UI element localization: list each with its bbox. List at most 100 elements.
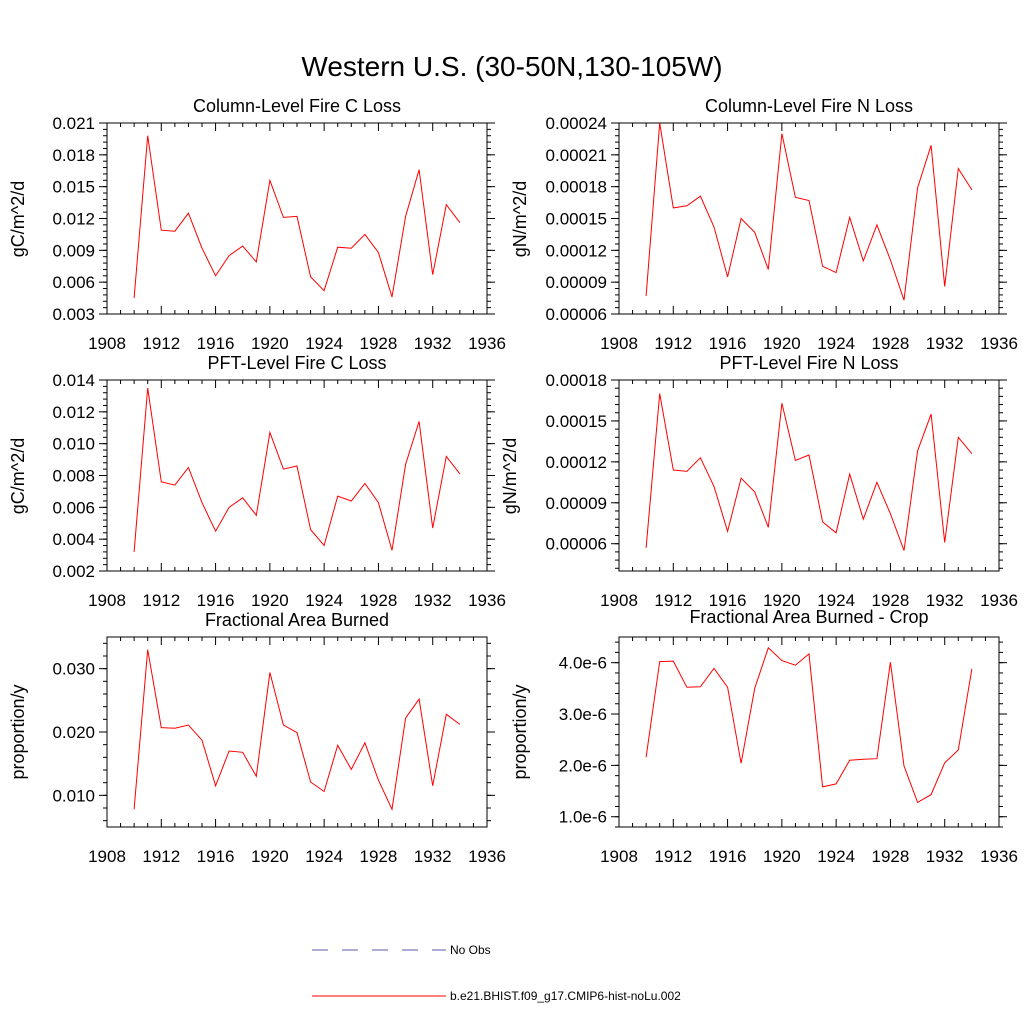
x-tick-label: 1932 [926,591,964,610]
x-tick-label: 1916 [197,847,235,866]
x-tick-label: 1924 [305,334,343,353]
y-tick-label: 0.00018 [546,371,607,390]
x-tick-label: 1932 [926,847,964,866]
y-tick-label: 0.00015 [546,210,607,229]
panel-title: Column-Level Fire C Loss [193,96,401,116]
y-tick-label: 0.008 [52,467,95,486]
x-tick-label: 1916 [709,847,747,866]
chart-panel-6: 1908 1912 1916 1920 1924 1928 1932 1936 1.0e-6 2.… [559,636,1018,866]
x-tick-label: 1908 [600,591,638,610]
y-tick-label: 0.00024 [546,114,607,133]
y-axis-label: gN/m^2/d [500,438,520,514]
x-tick-label: 1912 [654,847,692,866]
y-tick-label: 0.004 [52,530,95,549]
x-tick-label: 1928 [872,334,910,353]
panel-fractional-area-burned-crop: Fractional Area Burned - Crop proportion… [510,607,929,780]
panel-title: Column-Level Fire N Loss [705,96,913,116]
x-tick-label: 1924 [817,334,855,353]
series-line [645,393,973,551]
x-tick-label: 1932 [414,847,452,866]
y-tick-label: 0.00012 [546,241,607,260]
x-tick-label: 1920 [763,334,801,353]
x-tick-label: 1936 [980,591,1018,610]
y-tick-label: 0.012 [52,403,95,422]
x-tick-label: 1920 [251,334,289,353]
panel-title: PFT-Level Fire N Loss [719,353,898,373]
y-axis-label: gC/m^2/d [8,438,28,514]
x-tick-label: 1928 [872,847,910,866]
series-line [645,646,973,804]
y-axis-label: gC/m^2/d [8,181,28,257]
y-axis-label: proportion/y [510,684,530,779]
x-tick-label: 1928 [360,334,398,353]
y-tick-label: 0.00018 [546,178,607,197]
x-tick-label: 1912 [654,591,692,610]
panel-pft-n-loss: PFT-Level Fire N Loss gN/m^2/d [500,353,899,514]
chart-panel-5: 1908 1912 1916 1920 1924 1928 1932 1936 0.010 0.0… [52,636,506,866]
y-tick-label: 0.009 [52,241,95,260]
y-tick-label: 0.00012 [546,453,607,472]
x-tick-label: 1912 [142,334,180,353]
panel-column-n-loss: Column-Level Fire N Loss gN/m^2/d [510,96,913,257]
x-tick-label: 1924 [305,591,343,610]
series-line [133,135,461,299]
x-tick-label: 1928 [360,847,398,866]
x-tick-label: 1932 [414,334,452,353]
x-tick-label: 1916 [709,334,747,353]
x-tick-label: 1936 [980,334,1018,353]
y-tick-label: 3.0e-6 [559,705,607,724]
y-tick-label: 0.00009 [546,494,607,513]
y-tick-label: 2.0e-6 [559,756,607,775]
x-tick-label: 1920 [763,847,801,866]
y-axis-label: proportion/y [8,684,28,779]
y-tick-label: 0.002 [52,562,95,581]
chart-panel-3: 1908 1912 1916 1920 1924 1928 1932 1936 0.002 0.0… [52,371,505,610]
x-tick-label: 1912 [654,334,692,353]
y-axis-label: gN/m^2/d [510,181,530,257]
x-tick-label: 1936 [468,847,506,866]
y-tick-label: 0.006 [52,273,95,292]
x-tick-label: 1928 [872,591,910,610]
y-tick-label: 0.00006 [546,305,607,324]
x-tick-label: 1920 [763,591,801,610]
chart-panel-2: 1908 1912 1916 1920 1924 1928 1932 1936 0.00006 0… [546,114,1018,353]
series-line [133,387,461,552]
panel-column-c-loss: Column-Level Fire C Loss gC/m^2/d [8,96,401,257]
y-tick-label: 0.003 [52,305,95,324]
x-tick-label: 1908 [88,847,126,866]
x-tick-label: 1932 [414,591,452,610]
panel-title: Fractional Area Burned [205,610,389,630]
y-tick-label: 4.0e-6 [559,654,607,673]
y-tick-label: 1.0e-6 [559,808,607,827]
y-tick-label: 0.030 [52,660,95,679]
y-tick-label: 0.00006 [546,535,607,554]
y-tick-label: 0.00015 [546,412,607,431]
y-tick-label: 0.021 [52,114,95,133]
x-tick-label: 1908 [88,591,126,610]
panel-fractional-area-burned: Fractional Area Burned proportion/y [8,610,389,780]
x-tick-label: 1920 [251,591,289,610]
y-tick-label: 0.020 [52,723,95,742]
series-line [133,649,461,812]
y-tick-label: 0.015 [52,178,95,197]
x-tick-label: 1916 [709,591,747,610]
y-tick-label: 0.012 [52,210,95,229]
y-tick-label: 0.006 [52,498,95,517]
x-tick-label: 1908 [88,334,126,353]
x-tick-label: 1924 [817,591,855,610]
x-tick-label: 1916 [197,334,235,353]
x-tick-label: 1936 [468,334,506,353]
y-tick-label: 0.014 [52,371,95,390]
x-tick-label: 1908 [600,334,638,353]
y-tick-label: 0.010 [52,786,95,805]
x-tick-label: 1908 [600,847,638,866]
y-tick-label: 0.018 [52,146,95,165]
x-tick-label: 1912 [142,591,180,610]
x-tick-label: 1912 [142,847,180,866]
y-tick-label: 0.010 [52,435,95,454]
x-tick-label: 1936 [980,847,1018,866]
panel-pft-c-loss: PFT-Level Fire C Loss gC/m^2/d [8,353,387,514]
chart-panel-1: 1908 1912 1916 1920 1924 1928 1932 1936 0.003 0.0… [52,114,505,353]
